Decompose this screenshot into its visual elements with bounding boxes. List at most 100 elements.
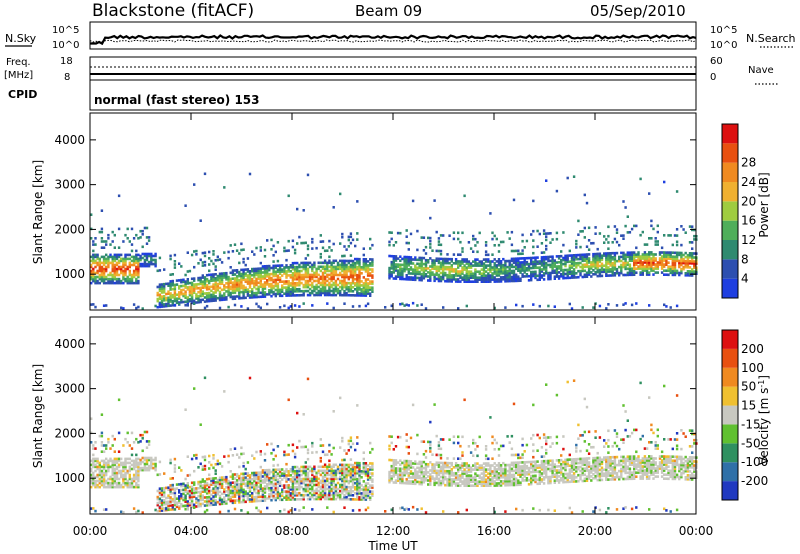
power-cell [542, 232, 546, 235]
power-cell [349, 294, 353, 297]
power-cell [667, 253, 670, 256]
power-cell [656, 263, 659, 266]
power-cell [663, 255, 666, 258]
velocity-cell [240, 480, 243, 484]
power-cell [660, 263, 664, 266]
velocity-cell [117, 471, 121, 475]
power-cell [545, 255, 548, 259]
power-cell [643, 269, 647, 272]
power-cell [304, 269, 307, 273]
power-cell [493, 264, 496, 267]
velocity-cell [259, 495, 262, 499]
velocity-cell [111, 473, 114, 477]
velocity-cell [298, 439, 301, 443]
power-cell [630, 253, 634, 256]
velocity-cell [336, 481, 340, 485]
velocity-cell [358, 463, 361, 467]
power-cell [390, 237, 393, 241]
power-cell [339, 273, 342, 277]
velocity-cell [160, 487, 164, 490]
power-cell [442, 269, 445, 273]
power-cell [128, 273, 131, 277]
velocity-cell [205, 508, 209, 512]
velocity-cell [289, 480, 292, 483]
velocity-cell [235, 473, 239, 476]
power-cell [233, 283, 237, 286]
power-cell [285, 258, 288, 262]
velocity-cell [300, 477, 303, 481]
velocity-cell [251, 498, 254, 501]
power-cell [315, 279, 318, 283]
velocity-cell [268, 472, 271, 476]
power-cell [349, 285, 353, 289]
power-cell [266, 239, 269, 242]
velocity-cell [291, 482, 295, 485]
velocity-cell [238, 476, 241, 480]
velocity-cell [171, 506, 174, 509]
nsky-tick-hi: 10^5 [52, 25, 79, 36]
power-cell [654, 243, 657, 246]
velocity-cell [244, 478, 247, 481]
velocity-cell [223, 455, 226, 458]
power-cell [575, 246, 578, 249]
power-cell [557, 265, 561, 268]
power-cell [474, 276, 477, 279]
power-cell [495, 266, 498, 269]
power-cell [358, 276, 361, 279]
power-cell [515, 275, 518, 279]
power-cell [356, 292, 359, 295]
power-cell [420, 258, 423, 262]
power-cell [210, 295, 213, 299]
power-cell [530, 260, 533, 264]
power-cell [508, 277, 511, 281]
power-cell [555, 189, 559, 193]
velocity-cell [128, 475, 131, 479]
power-cell [637, 251, 640, 254]
velocity-cell [253, 487, 256, 491]
velocity-cell [360, 484, 363, 487]
power-cell [364, 270, 368, 273]
power-cell [609, 264, 612, 267]
power-cell [313, 271, 316, 275]
velocity-cell [351, 490, 355, 493]
power-cell [253, 295, 256, 299]
power-cell [645, 269, 649, 272]
velocity-cell [124, 473, 127, 477]
power-cell [611, 270, 614, 273]
velocity-cell [336, 467, 340, 471]
power-cell [463, 268, 466, 271]
power-cell [354, 282, 357, 285]
power-cell [229, 287, 232, 291]
velocity-cell [109, 465, 112, 469]
power-cell [663, 259, 666, 262]
velocity-cell [203, 500, 207, 503]
velocity-cell [214, 503, 217, 506]
power-cell [255, 271, 258, 275]
power-cell [315, 293, 318, 297]
power-cell [628, 267, 632, 271]
power-cell [553, 271, 556, 274]
power-cell [656, 224, 659, 228]
velocity-cell [102, 483, 106, 487]
velocity-cell [308, 491, 312, 495]
velocity-cell [306, 457, 310, 461]
power-cell [274, 264, 277, 268]
power-cell [564, 262, 567, 266]
velocity-cell [263, 487, 267, 490]
power-cell [111, 240, 114, 243]
velocity-cell [216, 478, 219, 482]
velocity-cell [173, 501, 177, 505]
velocity-cell [270, 470, 273, 474]
velocity-cell [201, 455, 204, 459]
power-cell [203, 286, 207, 289]
velocity-cell [182, 492, 185, 496]
velocity-cell [231, 493, 235, 497]
power-cell [575, 264, 578, 267]
power-cell [416, 272, 419, 276]
velocity-cell [203, 376, 207, 380]
velocity-cell [266, 485, 269, 488]
power-cell [308, 287, 312, 291]
velocity-cell [354, 469, 357, 473]
power-cell [437, 277, 441, 281]
power-cell [392, 269, 395, 272]
